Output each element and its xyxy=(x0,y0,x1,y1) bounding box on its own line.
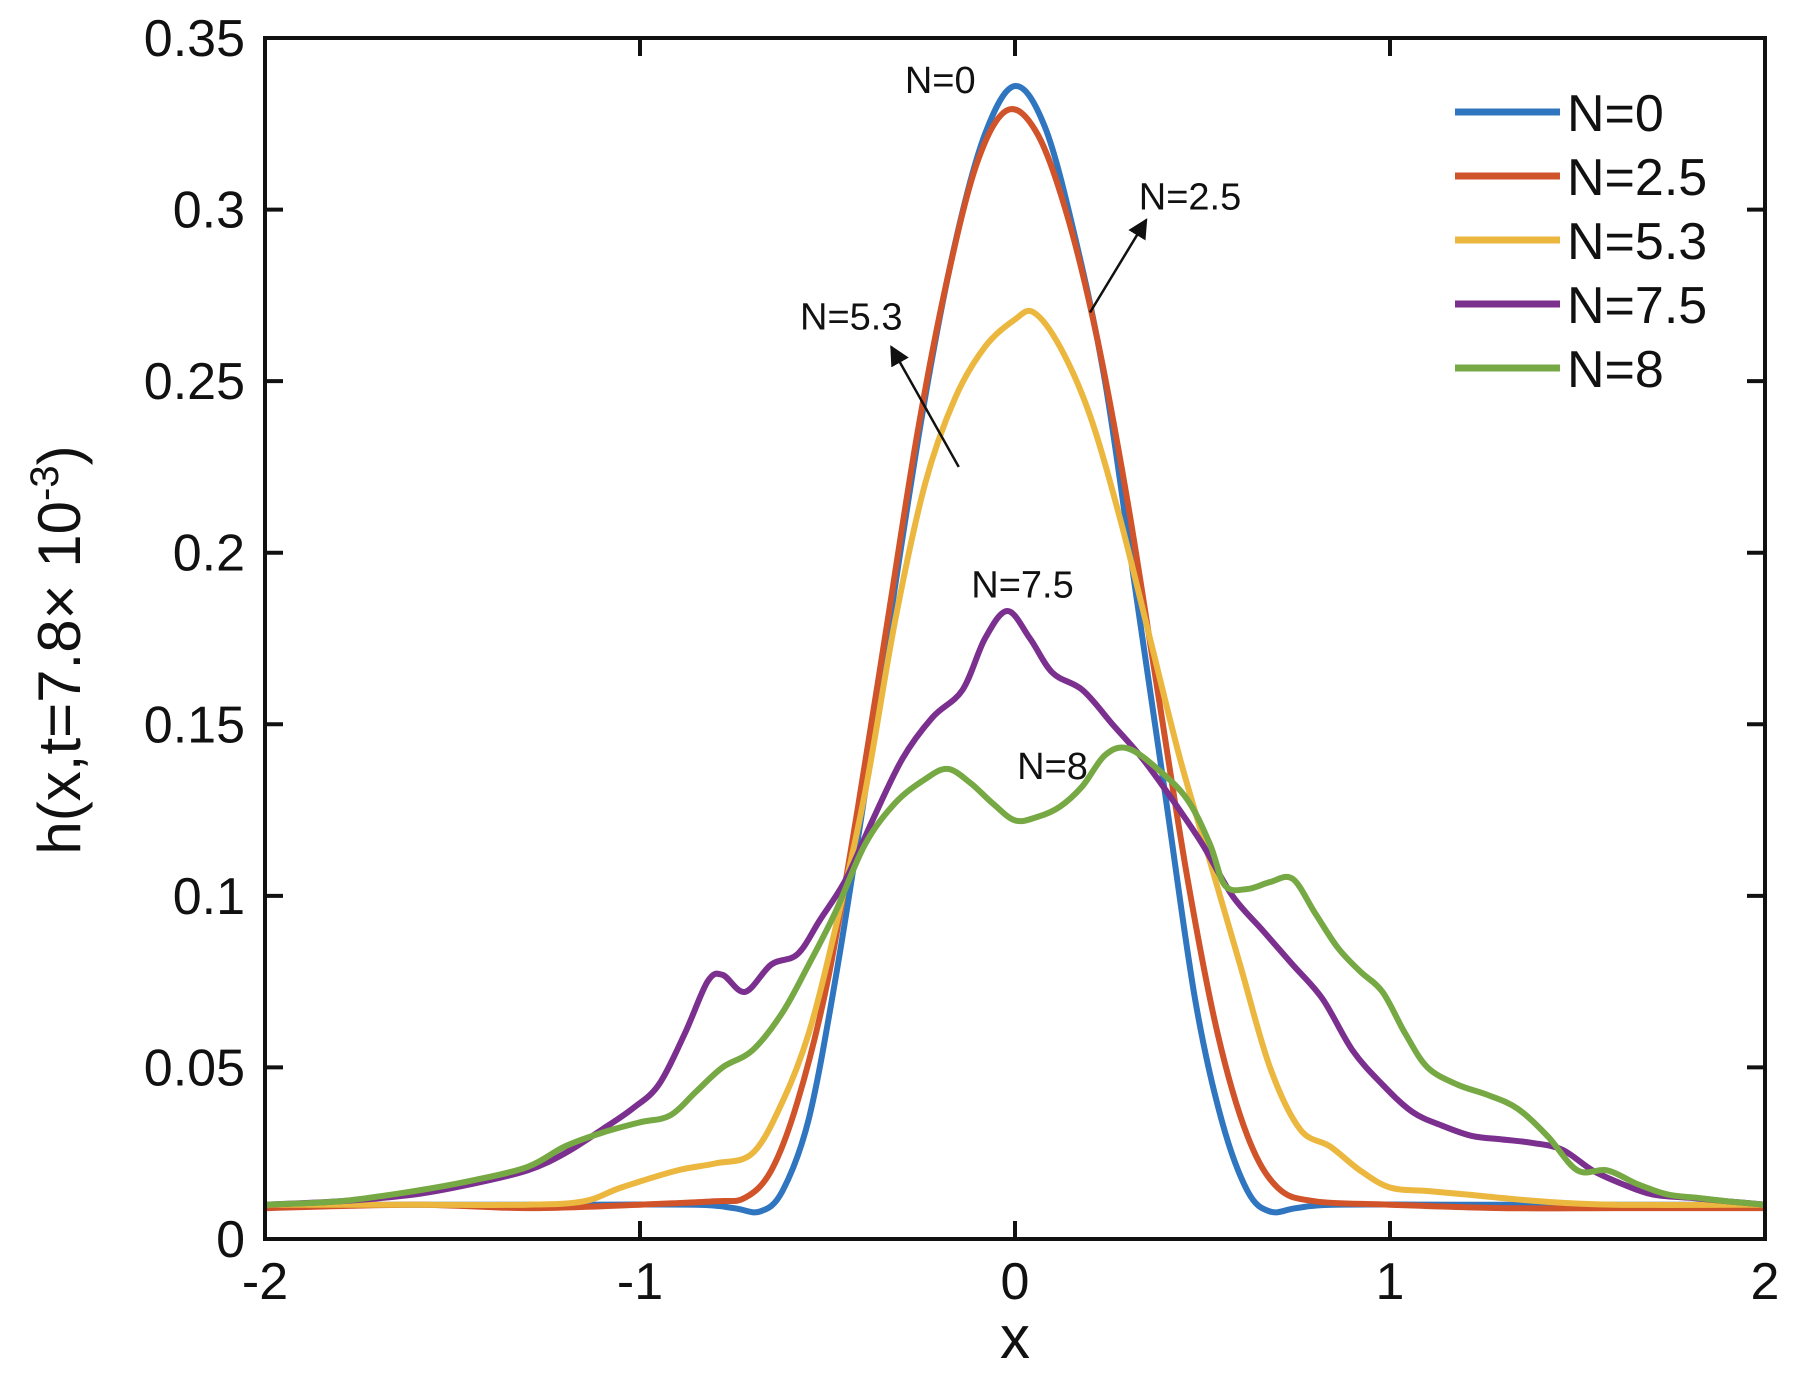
x-tick-label: 1 xyxy=(1376,1253,1405,1311)
annotation-label: N=2.5 xyxy=(1139,177,1241,219)
axis-ticks xyxy=(263,36,1767,1241)
x-axis-label: x xyxy=(1000,1304,1030,1371)
legend-label: N=8 xyxy=(1567,341,1664,399)
x-tick-label: 0 xyxy=(1001,1253,1030,1311)
y-axis-label-exponent: -3 xyxy=(23,465,67,501)
annotation-label: N=7.5 xyxy=(971,564,1073,606)
series-line-n-8 xyxy=(265,744,1765,1208)
y-tick-label: 0.3 xyxy=(173,182,245,240)
series-line-n-2-5 xyxy=(265,106,1765,1212)
annotation-label: N=0 xyxy=(905,60,976,102)
series-line-n-7-5 xyxy=(265,608,1765,1208)
annotations: N=0 N=2.5 N=5.3 N=7.5 N=8 xyxy=(800,60,1241,788)
x-tick-label: -2 xyxy=(242,1253,288,1311)
legend: N=0 N=2.5 N=5.3 N=7.5 N=8 xyxy=(1455,85,1707,399)
series-line-n-5-3 xyxy=(265,307,1765,1208)
x-tick-label: -1 xyxy=(617,1253,663,1311)
x-tick-labels: -2 -1 0 1 2 xyxy=(242,1253,1780,1311)
series-group xyxy=(265,83,1765,1216)
y-tick-label: 0.35 xyxy=(144,10,245,68)
y-axis-label-main: h(x,t=7.8× 10 xyxy=(26,501,93,855)
y-axis-label-suffix: ) xyxy=(26,445,93,465)
y-tick-label: 0.05 xyxy=(144,1039,245,1097)
y-tick-labels: 0 0.05 0.1 0.15 0.2 0.25 0.3 0.35 xyxy=(144,10,245,1269)
annotation-label: N=5.3 xyxy=(800,297,902,339)
y-tick-label: 0.25 xyxy=(144,353,245,411)
legend-label: N=2.5 xyxy=(1567,149,1707,207)
annotation-label: N=8 xyxy=(1017,746,1088,788)
legend-label: N=0 xyxy=(1567,85,1664,143)
y-tick-label: 0.1 xyxy=(173,868,245,926)
y-tick-label: 0.15 xyxy=(144,696,245,754)
y-tick-label: 0.2 xyxy=(173,525,245,583)
y-tick-label: 0 xyxy=(216,1211,245,1269)
annotation-arrow xyxy=(1088,218,1148,314)
plot-frame xyxy=(263,36,1767,1241)
legend-label: N=5.3 xyxy=(1567,213,1707,271)
annotation-arrow xyxy=(890,345,960,468)
series-line-n-0 xyxy=(265,83,1765,1216)
x-tick-label: 2 xyxy=(1751,1253,1780,1311)
y-axis-label: h(x,t=7.8× 10-3) xyxy=(23,445,93,854)
legend-label: N=7.5 xyxy=(1567,277,1707,335)
